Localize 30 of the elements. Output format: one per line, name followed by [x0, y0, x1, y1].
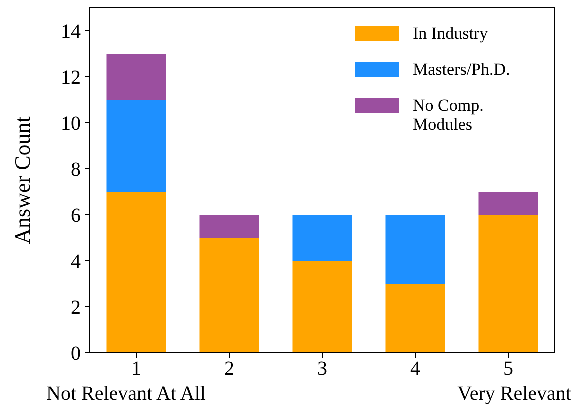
x-tick-label: 5 [504, 358, 514, 380]
bar [106, 192, 166, 353]
legend-label: In Industry [413, 24, 489, 43]
y-tick-label: 2 [71, 297, 81, 319]
y-tick-label: 0 [71, 343, 81, 365]
x-tick-label: 2 [224, 358, 234, 380]
bar [386, 215, 446, 284]
bar [200, 215, 260, 238]
text: Very Relevant [458, 383, 572, 405]
bar [106, 100, 166, 192]
legend-label: Masters/Ph.D. [413, 60, 510, 79]
legend-label: No Comp. Modules [413, 96, 484, 134]
y-tick-label: 12 [61, 67, 81, 89]
x-tick-label: 1 [132, 358, 142, 380]
y-tick-label: 8 [71, 159, 81, 181]
y-tick-label: 10 [61, 113, 81, 135]
bar [386, 284, 446, 353]
x-tick-label: 4 [410, 358, 420, 380]
y-tick-label: 6 [71, 205, 81, 227]
y-tick-label: 14 [61, 21, 81, 43]
y-axis-title: Answer Count [10, 116, 35, 244]
bar [292, 261, 352, 353]
y-tick-label: 4 [71, 251, 81, 273]
bar [292, 215, 352, 261]
x-tick-label: 3 [318, 358, 328, 380]
bar [478, 192, 538, 215]
bar [200, 238, 260, 353]
bar [106, 54, 166, 100]
bar [478, 215, 538, 353]
text: Not Relevant At All [46, 383, 206, 405]
